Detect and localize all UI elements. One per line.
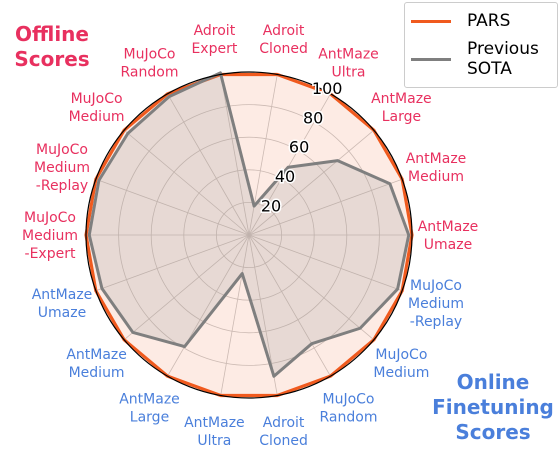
grid-ring xyxy=(118,104,380,366)
category-label: MuJoCo Medium -Replay xyxy=(34,142,90,194)
legend-swatch-previous-sota xyxy=(411,57,451,61)
category-label: Adroit Expert xyxy=(191,23,237,57)
radial-tick-label: 20 xyxy=(261,197,281,216)
legend-label-pars: PARS xyxy=(467,11,511,31)
radial-tick-label: 60 xyxy=(289,138,309,157)
legend-item-previous-sota: Previous SOTA xyxy=(411,39,539,79)
category-label: AntMaze Large xyxy=(119,391,180,425)
legend-item-pars: PARS xyxy=(411,11,510,31)
category-label: MuJoCo Medium -Replay xyxy=(408,278,464,330)
category-label: AntMaze Umaze xyxy=(418,219,479,253)
grid-spoke xyxy=(123,129,250,236)
category-label: AntMaze Medium xyxy=(66,347,127,381)
radial-tick-label: 80 xyxy=(303,108,323,127)
grid-ring xyxy=(215,201,282,268)
category-label: AntMaze Ultra xyxy=(318,47,379,81)
grid-spoke xyxy=(248,234,331,377)
grid-spoke xyxy=(123,234,250,341)
category-label: MuJoCo Random xyxy=(320,391,378,425)
grid-spoke xyxy=(167,234,250,377)
grid-spoke xyxy=(248,74,278,236)
radial-tick-label: 100 xyxy=(312,79,343,98)
category-label: AntMaze Large xyxy=(371,91,432,125)
category-label: AntMaze Ultra xyxy=(184,415,245,449)
grid-spoke xyxy=(248,129,375,236)
grid-spoke xyxy=(220,234,250,396)
plot-frame xyxy=(85,71,413,399)
series-line-previous-sota xyxy=(87,71,411,378)
radial-tick-label: 40 xyxy=(275,167,295,186)
category-label: MuJoCo Medium -Expert xyxy=(22,210,78,262)
grid-spoke xyxy=(248,178,403,236)
legend-label-previous-sota: Previous SOTA xyxy=(467,39,539,79)
category-label: MuJoCo Random xyxy=(121,47,179,81)
category-label: AntMaze Medium xyxy=(406,151,467,185)
online-finetuning-scores-title: Online Finetuning Scores xyxy=(432,370,554,444)
grid-ring xyxy=(150,136,348,334)
grid-spoke xyxy=(167,93,250,236)
category-label: Adroit Cloned xyxy=(259,415,308,449)
grid-spoke xyxy=(220,74,250,236)
grid-spoke xyxy=(95,178,250,236)
grid-spoke xyxy=(95,234,250,292)
grid-spoke xyxy=(248,93,331,236)
grid-spoke xyxy=(248,234,403,292)
legend: PARS Previous SOTA xyxy=(404,2,558,88)
category-label: MuJoCo Medium xyxy=(373,347,429,381)
legend-swatch-pars xyxy=(411,19,451,23)
category-label: MuJoCo Medium xyxy=(69,91,125,125)
grid-spoke xyxy=(248,234,375,341)
offline-scores-title: Offline Scores xyxy=(14,22,90,71)
category-label: AntMaze Umaze xyxy=(32,287,93,321)
category-label: Adroit Cloned xyxy=(259,23,308,57)
